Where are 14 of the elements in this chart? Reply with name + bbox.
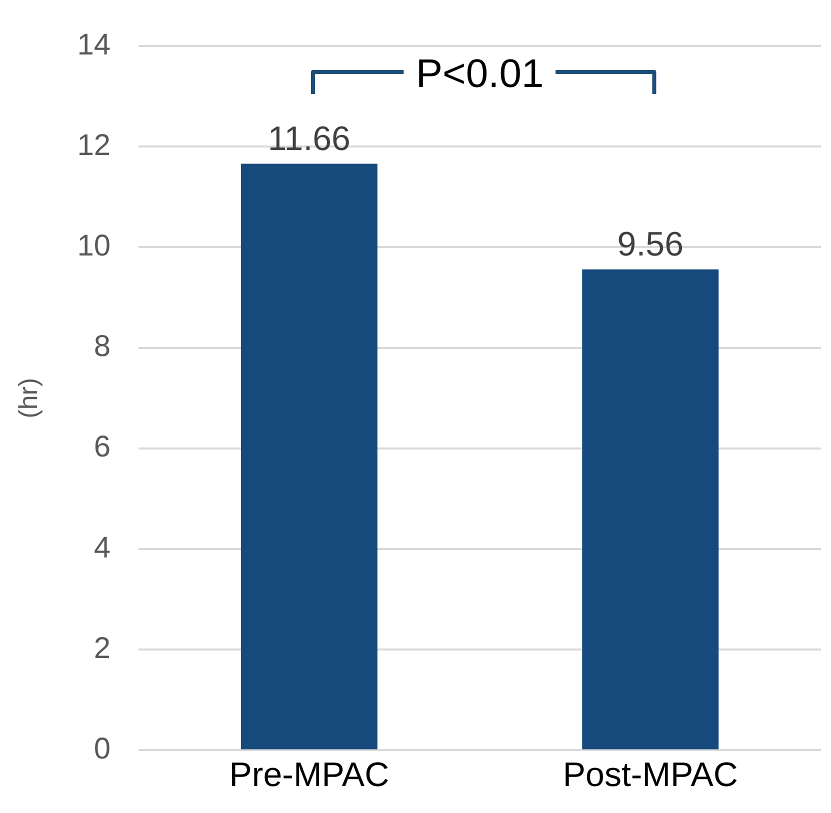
y-tick-label: 2 xyxy=(94,632,111,665)
y-tick-label: 6 xyxy=(94,430,111,464)
data-label: 9.56 xyxy=(617,226,684,264)
y-tick-label: 8 xyxy=(94,330,111,364)
y-tick-label: 4 xyxy=(94,531,111,564)
data-label: 11.66 xyxy=(268,120,350,158)
y-tick-label: 0 xyxy=(94,732,111,766)
y-tick-label: 14 xyxy=(77,28,111,62)
y-axis-title: (hr) xyxy=(12,378,43,418)
x-tick-label: Post-MPAC xyxy=(562,756,738,794)
annotation: P<0.01 xyxy=(416,52,544,96)
x-tick-label: Pre-MPAC xyxy=(229,756,390,794)
y-tick-label: 10 xyxy=(77,229,111,262)
y-tick-label: 12 xyxy=(77,128,111,162)
